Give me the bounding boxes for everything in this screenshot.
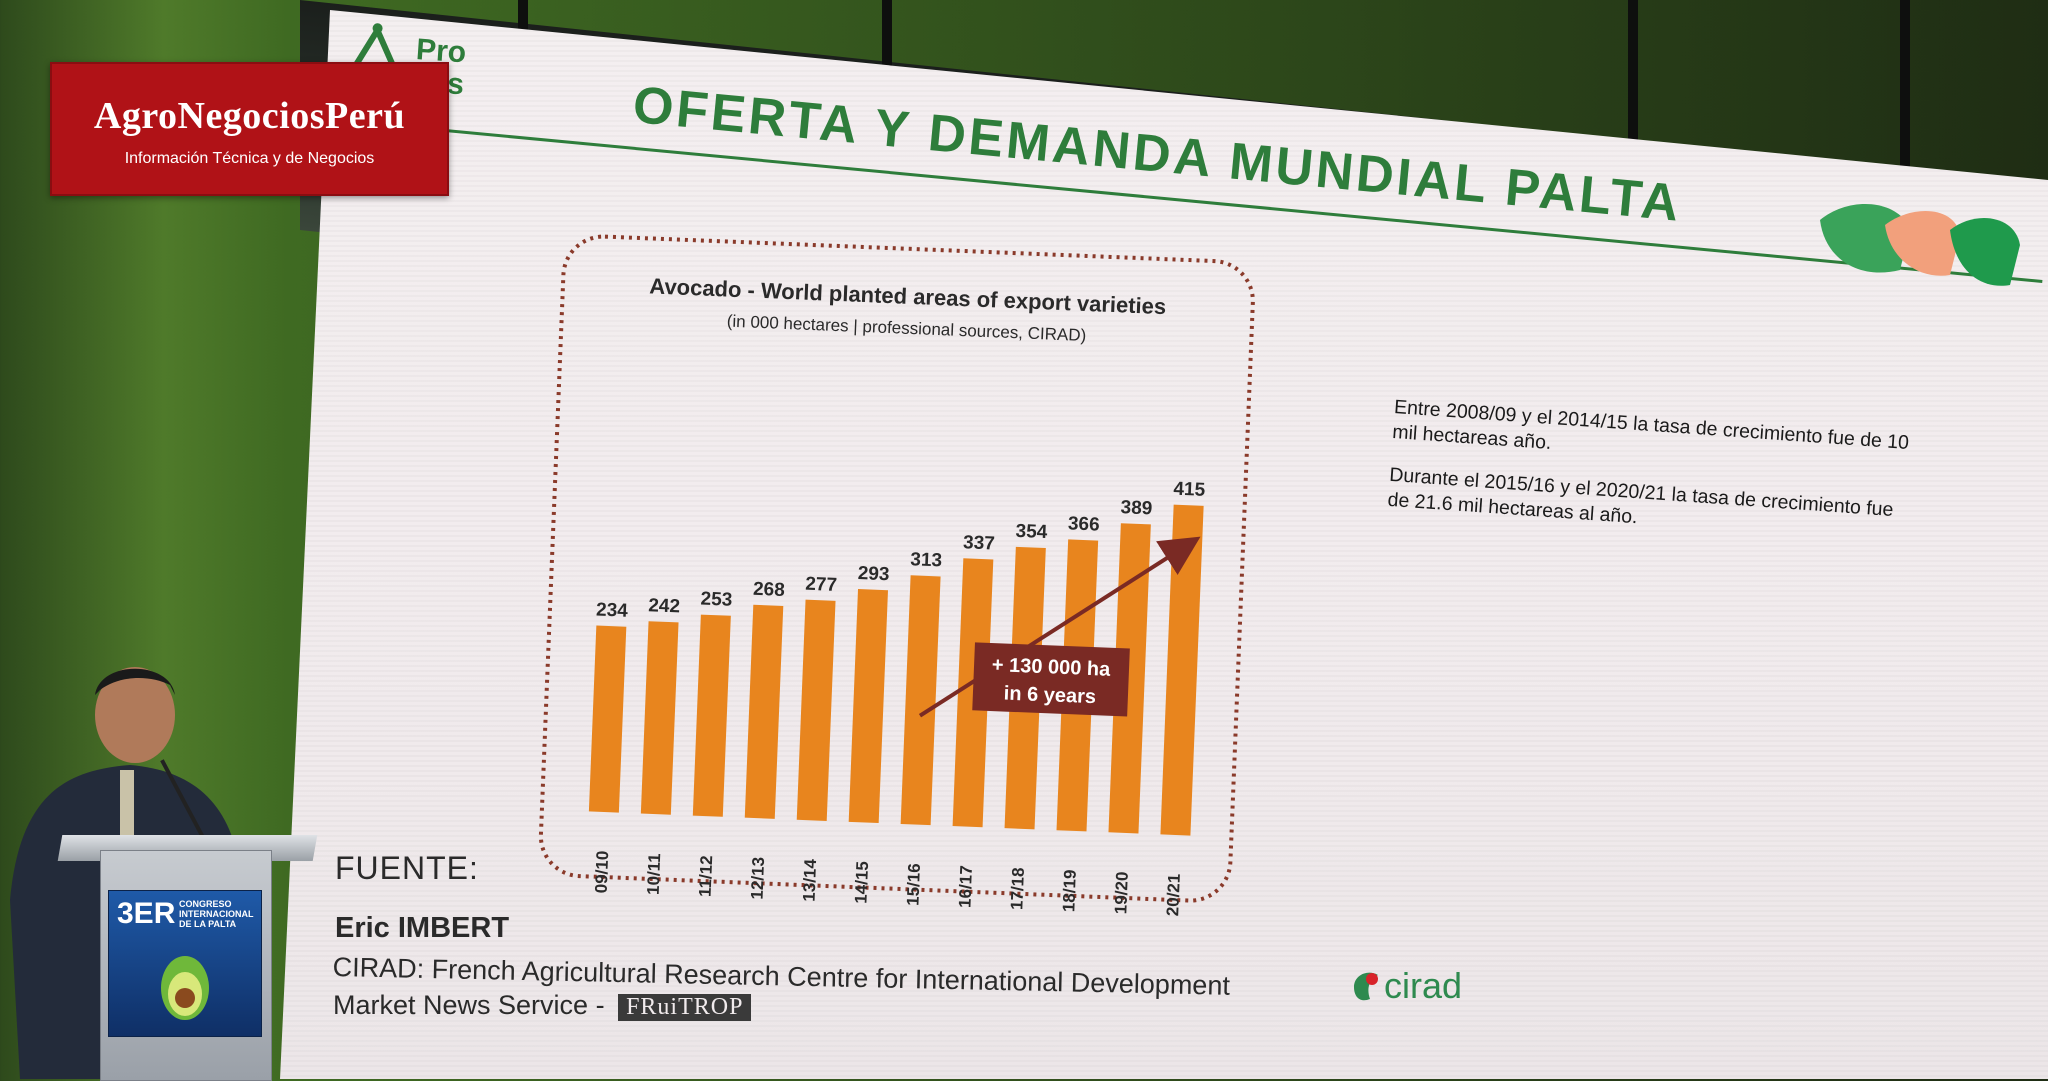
- bar-value-label: 389: [1120, 497, 1153, 519]
- leaf-shape: [1820, 203, 1910, 273]
- x-tick-label: 09/10: [592, 850, 613, 893]
- note-growth-2015-2021: Durante el 2015/16 y el 2020/21 la tasa …: [1386, 463, 1895, 529]
- watermark-brand: AgroNegociosPerú: [93, 95, 406, 137]
- bar-value-label: 234: [596, 599, 629, 621]
- bar-value-label: 354: [1015, 521, 1048, 543]
- bar-19-20: [1108, 523, 1151, 834]
- x-tick-label: 19/20: [1111, 871, 1132, 914]
- bar-15-16: [900, 575, 941, 826]
- plot-area: 234 09/10 242 10/11 253 11/12 268 12/13 277 13/14…: [588, 479, 1206, 917]
- speaker-head: [95, 667, 175, 763]
- bar-value-label: 337: [963, 532, 996, 554]
- fruitrop-logo: FRuiTROP: [618, 994, 752, 1021]
- source-line-market-news-text: Market News Service -: [333, 990, 605, 1020]
- source-line-market-news: Market News Service - FRuiTROP: [333, 990, 752, 1021]
- annotation-text: + 130 000 ha: [991, 654, 1111, 681]
- x-tick-label: 18/19: [1059, 869, 1080, 912]
- proass-logo: Pro ass: [342, 16, 518, 118]
- x-tick-label: 16/17: [955, 865, 976, 908]
- bar-value-label: 277: [805, 574, 838, 596]
- x-tick-label: 11/12: [696, 855, 717, 897]
- cirad-logo-icon: [1354, 972, 1378, 1001]
- bar-12-13: [744, 604, 784, 819]
- leaf-shape: [1950, 218, 2020, 286]
- annotation-box: [972, 642, 1130, 717]
- leaf-shape: [1885, 211, 1960, 276]
- x-tick-label: 20/21: [1163, 873, 1184, 916]
- bar-14-15: [848, 589, 889, 824]
- bar-value-label: 313: [910, 549, 943, 571]
- chart-subtitle: (in 000 hectares | professional sources,…: [726, 312, 1086, 345]
- lighting-truss: [1628, 0, 1638, 140]
- agronegocios-watermark: AgroNegociosPerú Información Técnica y d…: [50, 62, 449, 196]
- bar-16-17: [952, 558, 994, 828]
- cirad-logo-word: cirad: [1384, 965, 1463, 1006]
- bar-value-label: 293: [857, 563, 890, 585]
- source-author: Eric IMBERT: [335, 912, 510, 944]
- bar-value-label: 253: [700, 589, 733, 611]
- podium-panel-text: CONGRESO INTERNACIONAL DE LA PALTA: [179, 899, 254, 929]
- bar-value-label: 415: [1173, 479, 1206, 501]
- x-tick-label: 15/16: [903, 863, 924, 906]
- annotation-text: in 6 years: [1003, 683, 1096, 709]
- bar-value-label: 242: [648, 595, 681, 617]
- bar-11-12: [692, 614, 731, 817]
- x-tick-label: 14/15: [851, 861, 872, 904]
- bar-value-label: 268: [753, 579, 786, 601]
- bar-13-14: [796, 599, 836, 821]
- x-tick-label: 17/18: [1007, 867, 1028, 910]
- bar-09-10: [588, 625, 627, 813]
- source-heading: FUENTE:: [335, 850, 479, 886]
- cirad-logo: cirad: [1350, 965, 1490, 1025]
- bar-value-label: 366: [1068, 513, 1101, 535]
- podium-panel-number: 3ER: [117, 897, 176, 930]
- x-tick-label: 10/11: [644, 853, 665, 895]
- x-tick-label: 13/14: [799, 858, 820, 902]
- x-tick-label: 12/13: [747, 857, 768, 900]
- proass-logo-icon: [352, 23, 398, 71]
- lighting-truss: [1900, 0, 1910, 180]
- chart-frame: [538, 234, 1255, 903]
- bar-10-11: [640, 621, 679, 815]
- bar-20-21: [1160, 504, 1204, 836]
- podium-congress-panel: 3ER CONGRESO INTERNACIONAL DE LA PALTA: [108, 890, 262, 1037]
- trend-arrow: [918, 536, 1201, 718]
- brand-leaf-shapes: [1820, 203, 2020, 286]
- speaker-hair: [95, 668, 175, 695]
- avocado-icon: [161, 956, 209, 1020]
- watermark-tagline: Información Técnica y de Negocios: [124, 150, 375, 167]
